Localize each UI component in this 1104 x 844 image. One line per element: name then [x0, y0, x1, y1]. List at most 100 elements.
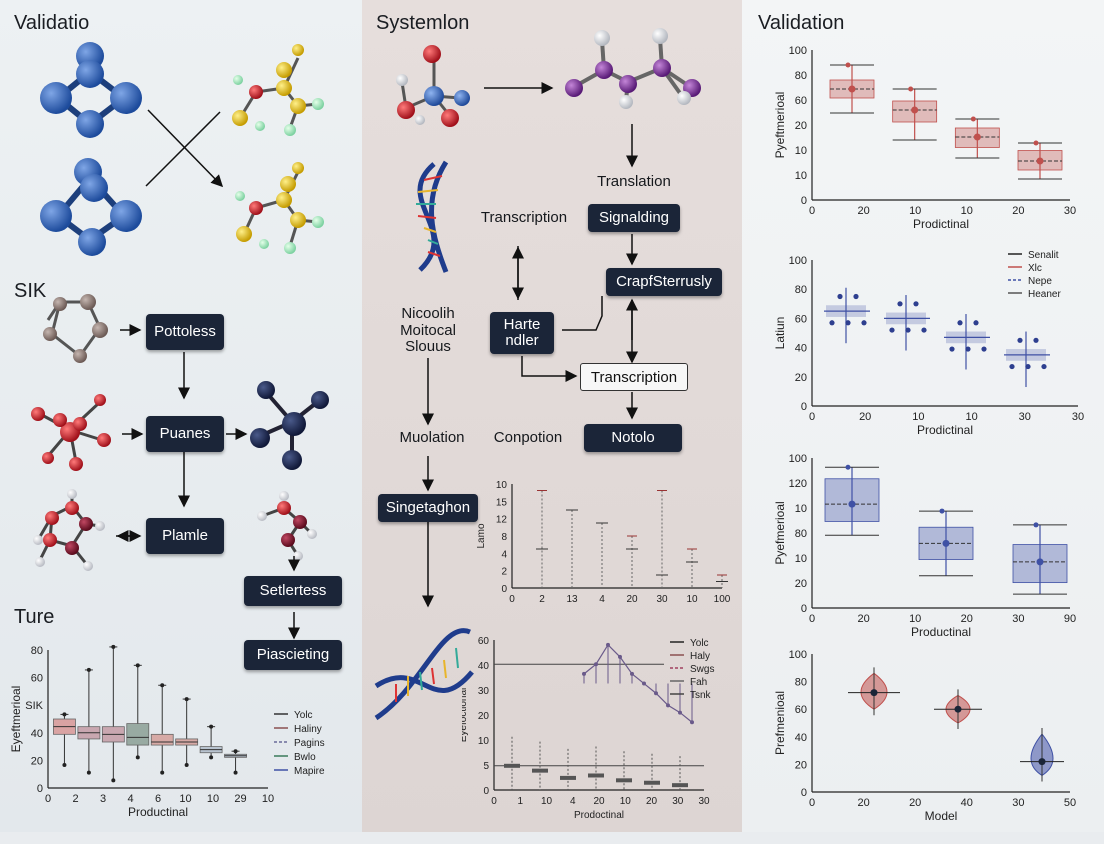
x-tick-label: 13 [566, 594, 578, 605]
box-center [1036, 157, 1044, 165]
x-tick-label: 0 [809, 411, 815, 423]
translation-label: Translation [597, 173, 671, 190]
box-center [911, 106, 919, 114]
mid-diagram [374, 28, 701, 721]
series-point [654, 691, 658, 696]
y-tick-label: 10 [795, 503, 807, 515]
singetaghon-box[interactable]: Singetaghon [378, 494, 478, 522]
crapf-box[interactable]: CrapfSterrusly [606, 268, 722, 296]
y-tick-label: 60 [795, 313, 807, 325]
series-line [583, 643, 693, 723]
x-axis-label: Prodictinal [917, 423, 973, 437]
y-tick-label: 40 [478, 661, 490, 672]
y-tick-label: 20 [795, 120, 807, 132]
blue-molecule-icon [40, 158, 142, 256]
x-tick-label: 50 [1064, 797, 1076, 809]
notolo-box[interactable]: Notolo [584, 424, 682, 452]
right-chart-4: 0 20 40 60 80 100 0 20 20 40 30 50 Prefmenioal Model [773, 649, 1076, 823]
dot [1009, 363, 1015, 370]
plamle-box[interactable]: Plamle [146, 518, 224, 554]
box-outlier [111, 778, 116, 783]
harte-box[interactable]: Harte ndler [490, 312, 554, 354]
box-center [973, 133, 981, 141]
x-tick-label: 10 [686, 594, 698, 605]
lower-mark [504, 763, 520, 768]
dot [1017, 337, 1023, 343]
x-axis-label: Prodictinal [913, 217, 969, 231]
x-tick-label: 30 [1012, 797, 1024, 809]
dot [913, 301, 919, 307]
x-tick-label: 20 [909, 797, 921, 809]
box-point [970, 116, 976, 122]
x-tick-label: 10 [965, 411, 977, 423]
validation-title: Validatio [14, 12, 90, 34]
x-tick-label: 20 [857, 613, 869, 625]
box-point [908, 86, 914, 92]
piascieting-box[interactable]: Piascieting [244, 640, 342, 670]
series-point [666, 703, 670, 708]
y-axis-label: Pyeftmerioal [773, 92, 787, 159]
x-tick-label: 0 [809, 613, 815, 625]
legend-label: Yolc [294, 710, 313, 721]
dna-helix-icon [374, 628, 474, 721]
box-outlier [233, 770, 238, 775]
dot [965, 346, 971, 352]
y-tick-label: 0 [801, 195, 807, 207]
series-point [690, 720, 694, 725]
x-tick-label: 30 [1012, 613, 1024, 625]
y-tick-label: 20 [795, 759, 807, 771]
navy-molecule-icon [250, 381, 329, 470]
small-molecule-icon [396, 45, 470, 127]
dot [957, 320, 963, 326]
legend-label: Senalit [1028, 250, 1059, 261]
red-molecule-icon [31, 394, 111, 471]
x-tick-label: 20 [593, 796, 605, 807]
y-tick-label: 100 [789, 45, 807, 57]
x-tick-label: 10 [207, 793, 219, 805]
dot [845, 320, 851, 326]
dot [973, 320, 979, 326]
box-outlier [62, 763, 67, 767]
range-band [946, 331, 986, 344]
box-center [848, 85, 856, 93]
box-outlier [111, 644, 116, 649]
muolation-label: Muolation [399, 429, 465, 446]
middle-panel: Systemlon [362, 0, 742, 832]
setlertess-box[interactable]: Setlertess [244, 576, 342, 606]
x-tick-label: 3 [100, 793, 106, 805]
legend-label: Tsnk [690, 690, 712, 701]
y-tick-label: 100 [789, 453, 807, 465]
x-tick-label: 40 [961, 797, 973, 809]
signalding-box[interactable]: Signalding [588, 204, 680, 232]
legend-label: Nepe [1028, 276, 1052, 287]
series-point [678, 710, 682, 715]
dna-helix-icon [416, 160, 449, 273]
y-axis-label: Lamo [476, 523, 487, 548]
box-center [942, 539, 950, 547]
left-arrow-2 [288, 612, 300, 640]
dot [829, 320, 835, 326]
x-tick-label: 20 [857, 797, 869, 809]
y-tick-label: 80 [795, 677, 807, 689]
transcription-label: Transcription [480, 209, 568, 226]
pottoless-box[interactable]: Pottoless [146, 314, 224, 350]
x-tick-label: 30 [1064, 205, 1076, 217]
y-tick-label: 80 [795, 70, 807, 82]
box-point [1033, 140, 1039, 146]
legend-label: Yolc [690, 638, 709, 649]
y-tick-label: 0 [37, 783, 43, 795]
y-tick-label: 80 [795, 528, 807, 540]
x-tick-label: 10 [262, 793, 274, 805]
lower-mark [560, 775, 576, 780]
x-axis-label: Productinal [128, 805, 188, 819]
transcription-box[interactable]: Transcription [580, 363, 688, 391]
violin-center [1038, 758, 1046, 766]
y-tick-label: 10 [478, 736, 490, 747]
box-outlier [62, 712, 67, 717]
x-tick-label: 10 [912, 411, 924, 423]
puanes-box[interactable]: Puanes [146, 416, 224, 452]
x-tick-label: 2 [539, 594, 545, 605]
dot [1025, 363, 1031, 370]
y-tick-label: 20 [795, 578, 807, 590]
x-tick-label: 10 [961, 205, 973, 217]
